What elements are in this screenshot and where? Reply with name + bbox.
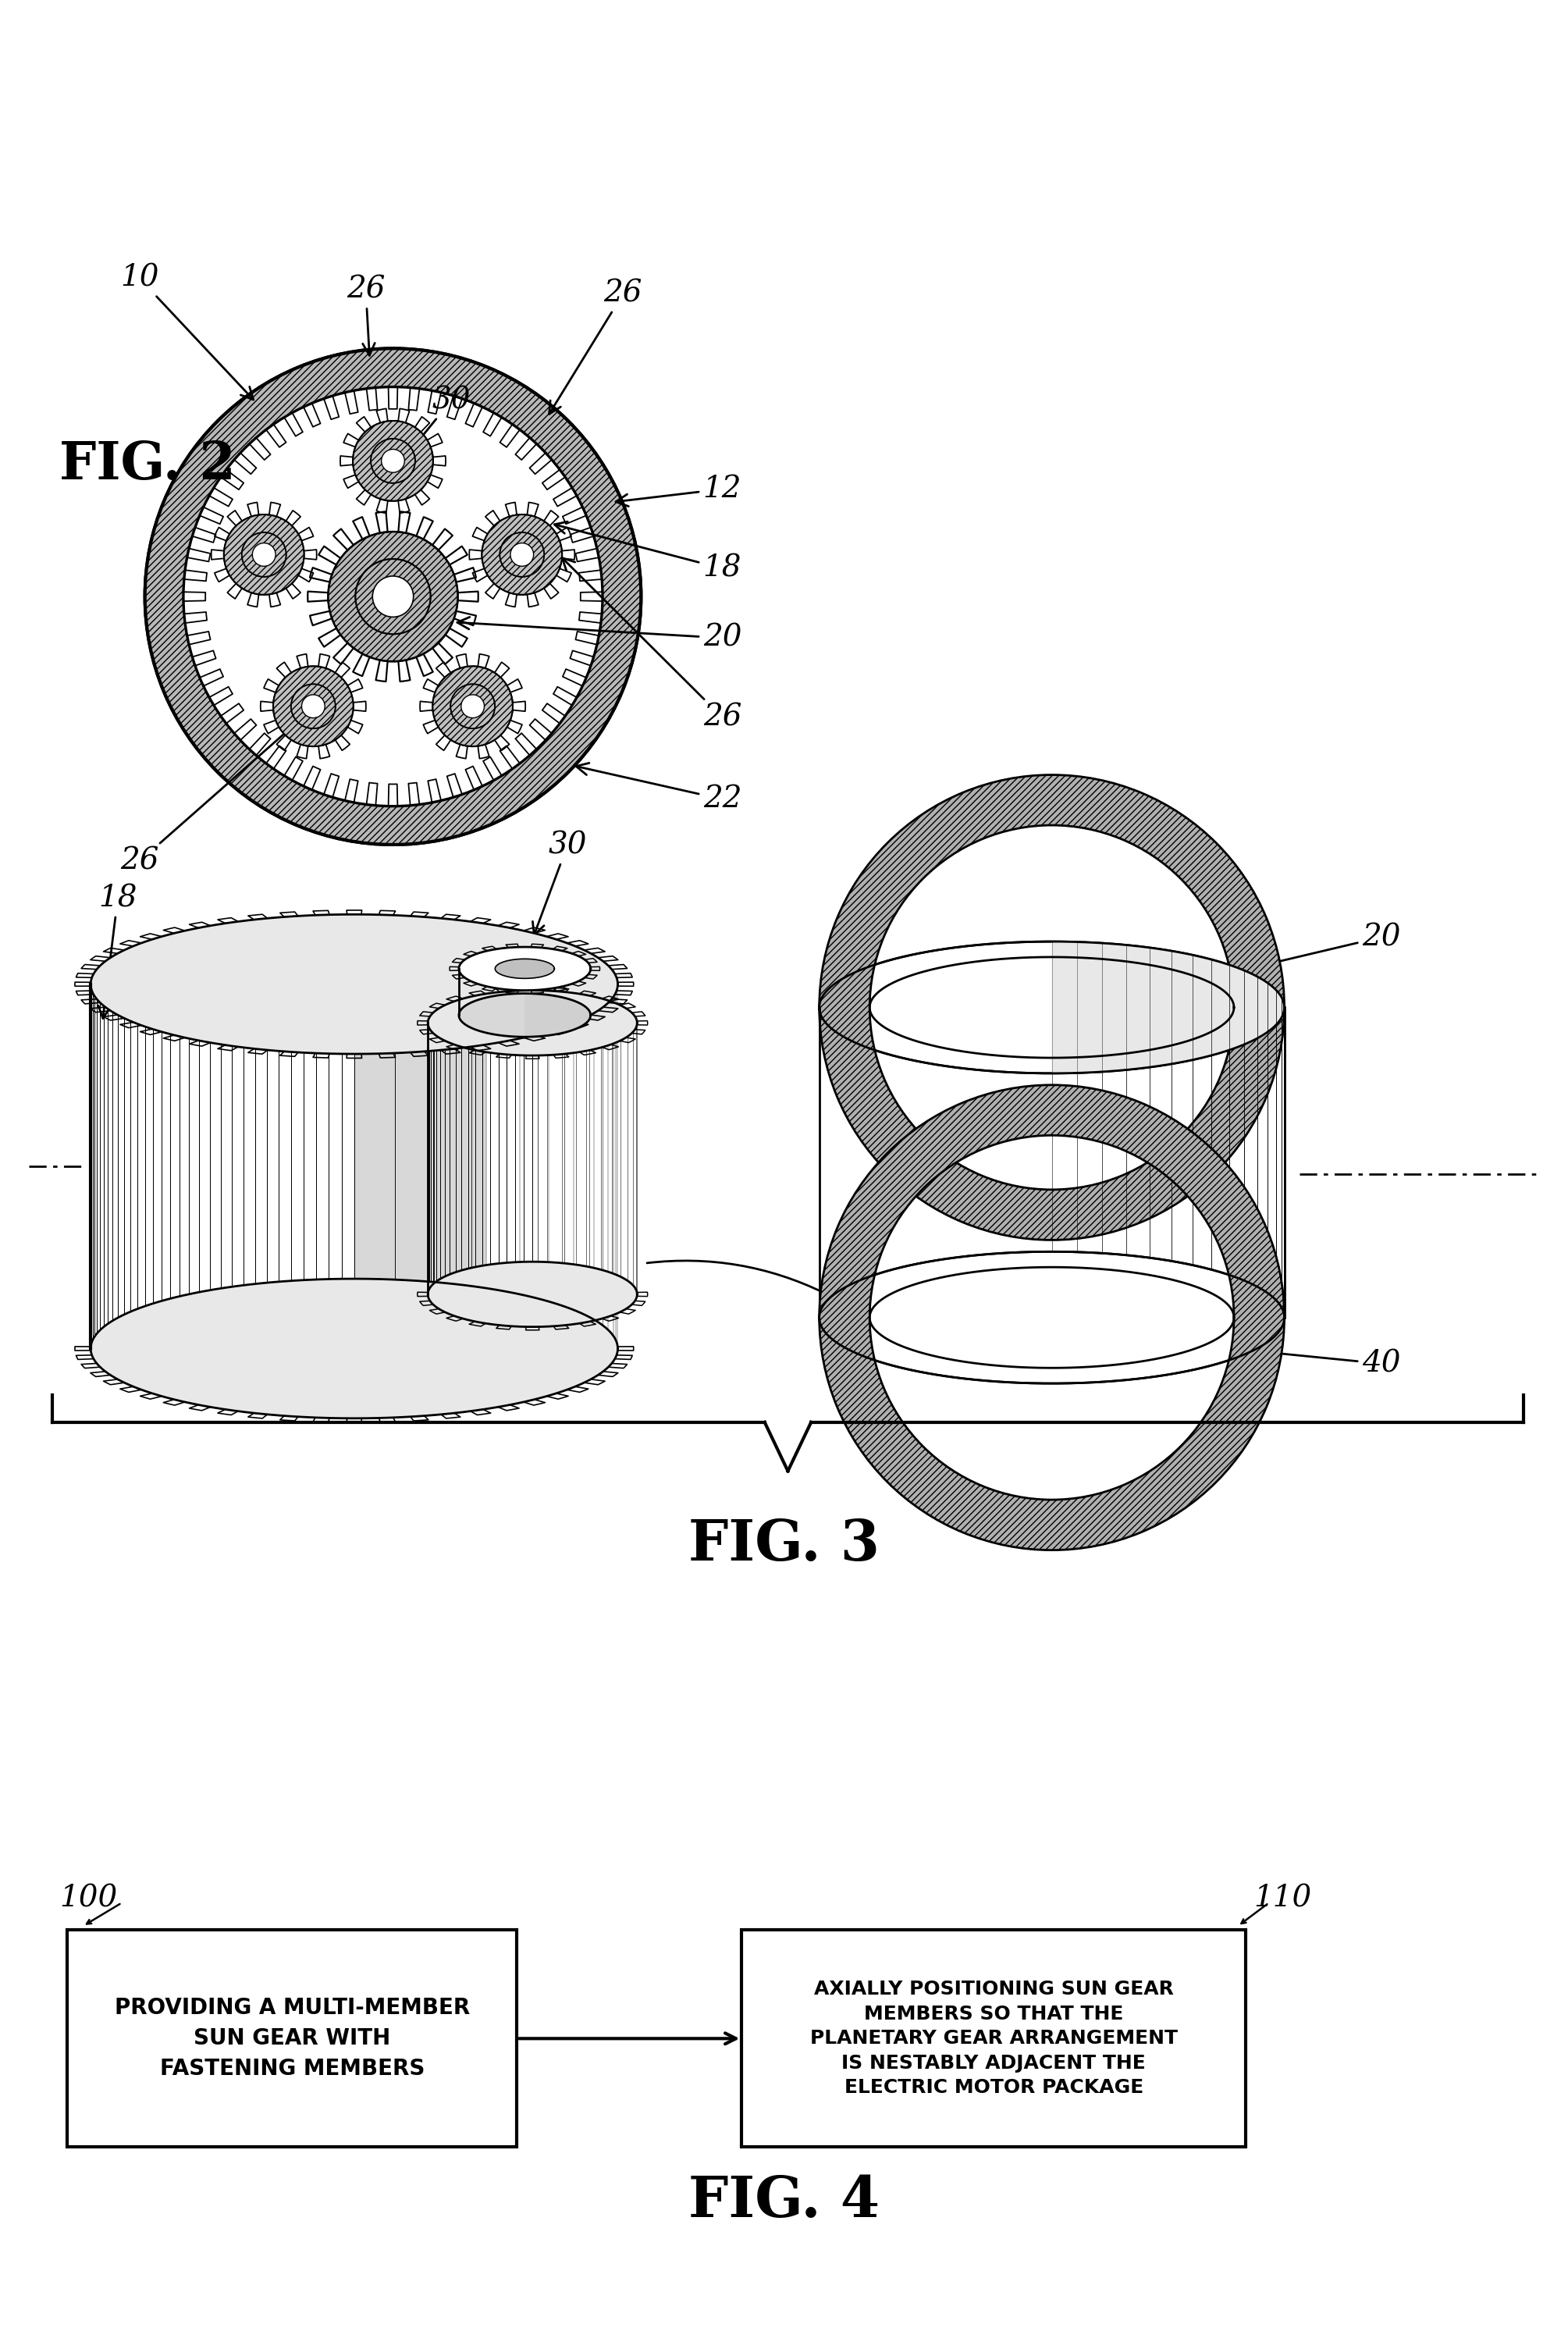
Polygon shape xyxy=(428,991,637,1055)
Circle shape xyxy=(273,667,353,747)
Polygon shape xyxy=(818,1252,1284,1384)
Circle shape xyxy=(356,559,431,634)
Circle shape xyxy=(224,514,304,594)
Polygon shape xyxy=(459,947,591,991)
Text: 22: 22 xyxy=(575,763,742,813)
Polygon shape xyxy=(459,994,591,1036)
Circle shape xyxy=(328,531,458,662)
Text: 110: 110 xyxy=(1253,1884,1311,1912)
Polygon shape xyxy=(428,1261,637,1327)
Circle shape xyxy=(381,449,405,472)
Circle shape xyxy=(292,684,336,728)
Polygon shape xyxy=(459,947,525,1036)
Circle shape xyxy=(450,684,495,728)
Circle shape xyxy=(252,543,276,566)
Circle shape xyxy=(370,439,416,484)
Text: 20: 20 xyxy=(1173,923,1400,989)
Text: FIG. 4: FIG. 4 xyxy=(688,2173,880,2229)
Text: 12: 12 xyxy=(616,474,742,507)
Circle shape xyxy=(370,439,416,484)
Circle shape xyxy=(510,543,533,566)
Circle shape xyxy=(273,667,353,747)
Circle shape xyxy=(144,348,641,846)
Text: 26: 26 xyxy=(549,280,643,413)
Circle shape xyxy=(183,388,602,806)
Circle shape xyxy=(292,684,336,728)
Circle shape xyxy=(373,576,414,618)
Circle shape xyxy=(433,667,513,747)
Polygon shape xyxy=(1052,942,1284,1384)
Polygon shape xyxy=(91,1278,618,1419)
Text: 100: 100 xyxy=(60,1884,118,1912)
Polygon shape xyxy=(818,942,1284,1073)
Text: 18: 18 xyxy=(555,521,742,583)
Circle shape xyxy=(328,531,458,662)
Circle shape xyxy=(241,533,285,578)
Polygon shape xyxy=(91,914,354,1419)
Text: 18: 18 xyxy=(99,883,136,1019)
Circle shape xyxy=(481,514,561,594)
Bar xyxy=(742,1931,1245,2147)
Circle shape xyxy=(353,420,433,500)
Text: 26: 26 xyxy=(347,275,386,355)
Text: FIG. 3: FIG. 3 xyxy=(688,1517,880,1571)
Circle shape xyxy=(450,684,495,728)
Circle shape xyxy=(481,514,561,594)
Polygon shape xyxy=(91,914,618,1055)
Text: 26: 26 xyxy=(121,726,293,876)
Circle shape xyxy=(301,695,325,719)
Text: FIG. 2: FIG. 2 xyxy=(60,439,235,491)
Polygon shape xyxy=(495,958,555,980)
Circle shape xyxy=(353,420,433,500)
Text: 30: 30 xyxy=(411,385,470,449)
Text: 40: 40 xyxy=(1254,1346,1400,1379)
Circle shape xyxy=(500,533,544,578)
Circle shape xyxy=(500,533,544,578)
Bar xyxy=(67,1931,517,2147)
Text: 26: 26 xyxy=(561,557,742,733)
Circle shape xyxy=(461,695,485,719)
Polygon shape xyxy=(354,923,618,1419)
Circle shape xyxy=(433,667,513,747)
Circle shape xyxy=(356,559,431,634)
Text: AXIALLY POSITIONING SUN GEAR
MEMBERS SO THAT THE
PLANETARY GEAR ARRANGEMENT
IS N: AXIALLY POSITIONING SUN GEAR MEMBERS SO … xyxy=(809,1980,1178,2098)
Text: 30: 30 xyxy=(533,832,586,935)
Circle shape xyxy=(241,533,285,578)
Text: 10: 10 xyxy=(121,263,254,399)
Text: 20: 20 xyxy=(458,618,742,653)
Polygon shape xyxy=(428,991,533,1327)
Text: PROVIDING A MULTI-MEMBER
SUN GEAR WITH
FASTENING MEMBERS: PROVIDING A MULTI-MEMBER SUN GEAR WITH F… xyxy=(114,1997,470,2079)
Circle shape xyxy=(224,514,304,594)
